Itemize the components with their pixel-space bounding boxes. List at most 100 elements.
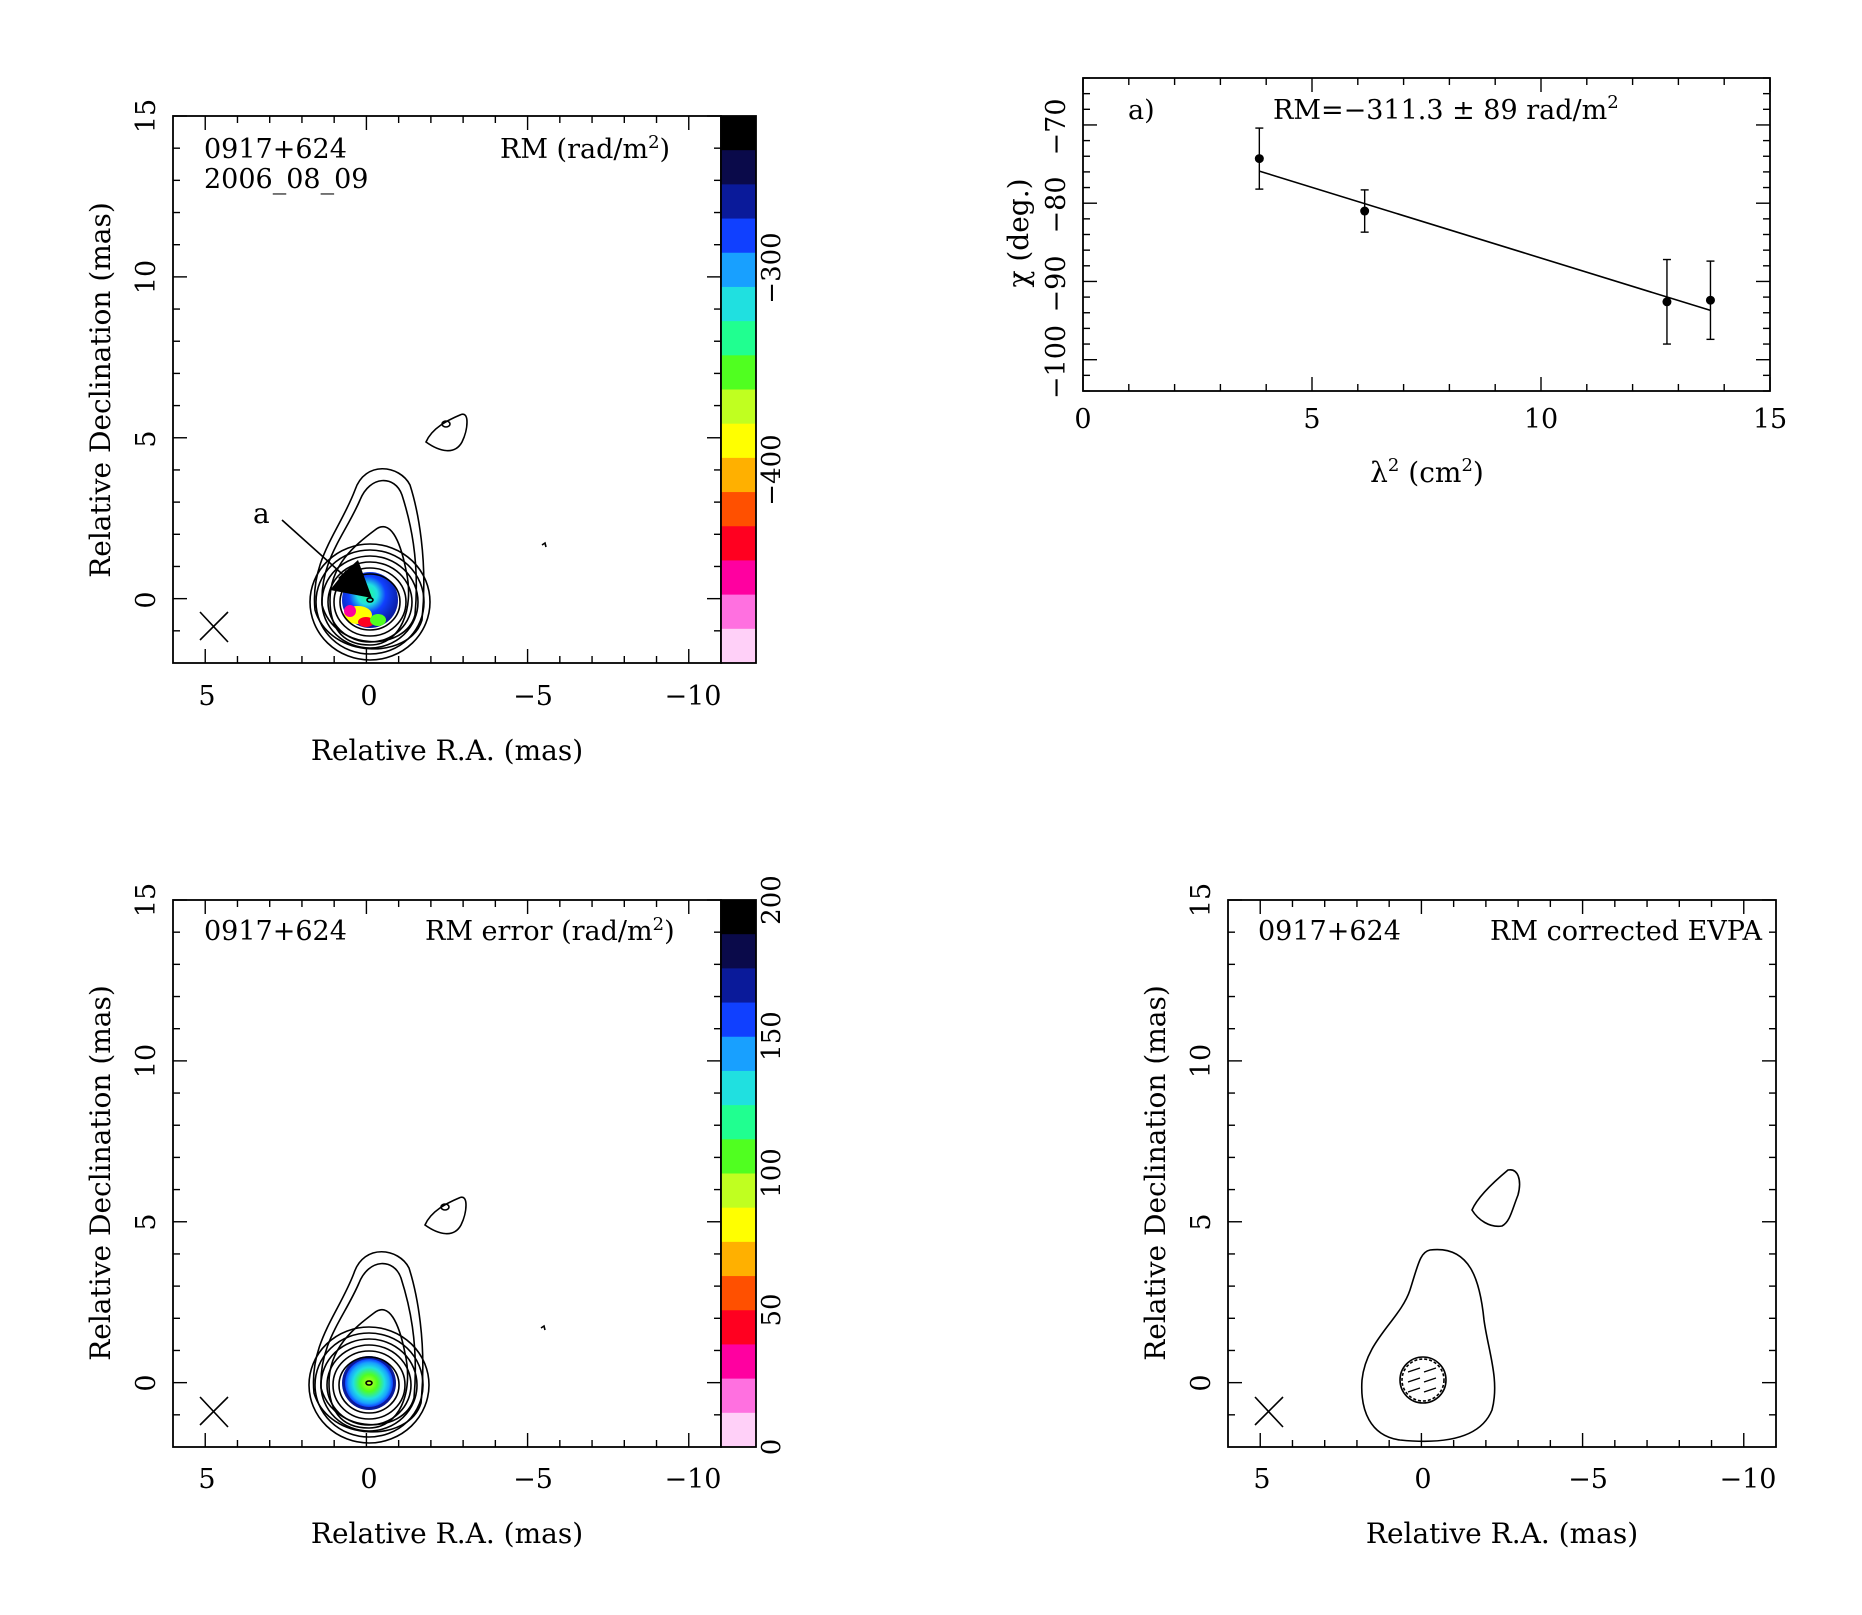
colorbar-segment xyxy=(721,560,756,596)
colorbar-segment xyxy=(721,1173,756,1209)
fit-xlabel: λ2 (cm2) xyxy=(1370,455,1484,489)
colorbar-segment xyxy=(721,321,756,356)
fit-ytick-m90: −90 xyxy=(1041,256,1072,313)
evpa-xtick-m10: −10 xyxy=(1720,1464,1777,1495)
colorbar-segment xyxy=(721,389,756,425)
evpa-source-name: 0917+624 xyxy=(1258,916,1401,947)
contour-core xyxy=(366,597,374,603)
rm-map-panel: a −300 −400 0917+624 2006_08_09 RM (rad/… xyxy=(84,99,787,767)
colorbar-segment xyxy=(721,492,756,527)
annotation-arrow-a xyxy=(281,519,372,598)
rm-xtick-0: 0 xyxy=(360,681,377,712)
fit-plot-panel: a) RM=−311.3 ± 89 rad/m2 0 5 10 15 −100 … xyxy=(1002,77,1787,489)
beam-cross-3 xyxy=(1254,1396,1284,1428)
fit-xtick-15: 15 xyxy=(1753,404,1787,435)
rm-error-color-patch xyxy=(342,1356,396,1410)
err-source-name: 0917+624 xyxy=(204,916,347,947)
rm-ytick-10: 10 xyxy=(131,260,162,294)
err-colorbar-tick-0: 0 xyxy=(757,1439,787,1456)
evpa-xtick-m5: −5 xyxy=(1568,1464,1608,1495)
rm-error-map-frame xyxy=(172,899,722,1448)
colorbar-segment xyxy=(721,1070,756,1106)
data-point xyxy=(1254,154,1264,164)
beam-cross xyxy=(199,611,229,643)
data-point xyxy=(1360,206,1370,216)
contour-outer xyxy=(312,1250,424,1433)
err-xtick-m10: −10 xyxy=(665,1464,722,1495)
evpa-map-ticks xyxy=(1228,899,1776,1447)
rm-xtick-m10: −10 xyxy=(665,681,722,712)
colorbar-segment xyxy=(721,150,756,185)
fit-xtick-5: 5 xyxy=(1303,404,1320,435)
err-xtick-m5: −5 xyxy=(513,1464,553,1495)
rm-colorbar-frame xyxy=(720,115,757,664)
fit-ytick-m80: −80 xyxy=(1041,177,1072,234)
colorbar-segment xyxy=(721,1105,756,1140)
fit-plot-ticks xyxy=(1082,77,1771,392)
colorbar-segment xyxy=(721,1378,756,1414)
fit-ylabel: χ (deg.) xyxy=(1002,178,1035,287)
err-ytick-10: 10 xyxy=(131,1044,162,1078)
evpa-ytick-5: 5 xyxy=(1186,1213,1217,1230)
colorbar-segment xyxy=(721,900,756,935)
evpa-ytick-10: 10 xyxy=(1186,1044,1217,1078)
contour-knot xyxy=(425,413,468,452)
rm-ytick-15: 15 xyxy=(131,99,162,133)
data-point xyxy=(1662,297,1672,307)
contour-knot-core xyxy=(441,420,451,428)
contour-core xyxy=(365,1380,373,1386)
err-ytick-15: 15 xyxy=(131,883,162,917)
err-xtick-0: 0 xyxy=(360,1464,377,1495)
err-xtick-5: 5 xyxy=(198,1464,215,1495)
contour-ring xyxy=(333,567,407,637)
colorbar-segment xyxy=(721,1310,756,1345)
colorbar-segment xyxy=(721,1036,756,1072)
evpa-ylabel: Relative Declination (mas) xyxy=(1139,985,1172,1361)
evpa-map-panel: 0917+624 RM corrected EVPA 5 0 −5 −10 0 … xyxy=(1139,883,1777,1550)
contour-speck xyxy=(540,1324,546,1331)
colorbar-segment xyxy=(721,934,756,969)
contour-outer xyxy=(329,525,410,646)
rm-source-name: 0917+624 xyxy=(204,134,347,165)
rm-map-ticks xyxy=(173,115,721,663)
contour-outer xyxy=(320,1262,417,1426)
err-ytick-5: 5 xyxy=(131,1213,162,1230)
rm-ytick-5: 5 xyxy=(131,430,162,447)
colorbar-segment xyxy=(721,457,756,493)
evpa-quantity-label: RM corrected EVPA xyxy=(1490,916,1762,947)
colorbar-segment xyxy=(721,1412,756,1448)
rm-ylabel: Relative Declination (mas) xyxy=(84,202,117,578)
evpa-vectors xyxy=(1407,1367,1437,1393)
colorbar-segment xyxy=(721,594,756,630)
contour-speck xyxy=(541,541,547,548)
contour-outer xyxy=(321,479,418,643)
rm-colorbar xyxy=(721,116,756,664)
err-colorbar-tick-200: 200 xyxy=(757,875,787,925)
err-quantity-label: RM error (rad/m2) xyxy=(425,914,675,947)
fit-line xyxy=(1259,170,1711,312)
rm-xlabel: Relative R.A. (mas) xyxy=(311,734,583,767)
err-colorbar-tick-50: 50 xyxy=(757,1293,787,1326)
evpa-ytick-0: 0 xyxy=(1186,1374,1217,1391)
rm-error-map-panel: 0 50 100 150 200 0917+624 RM error (rad/… xyxy=(84,875,787,1550)
fit-ytick-m70: −70 xyxy=(1041,99,1072,156)
contour-ring xyxy=(309,543,431,661)
contour-outer xyxy=(313,467,425,650)
fit-panel-label: a) xyxy=(1128,95,1155,126)
err-ylabel: Relative Declination (mas) xyxy=(84,985,117,1361)
rm-quantity-label: RM (rad/m2) xyxy=(500,132,670,165)
rm-error-colorbar-frame xyxy=(720,899,757,1448)
colorbar-segment xyxy=(721,218,756,254)
fit-xtick-10: 10 xyxy=(1524,404,1558,435)
colorbar-segment xyxy=(721,252,756,288)
evpa-xtick-5: 5 xyxy=(1253,1464,1270,1495)
colorbar-segment xyxy=(721,1276,756,1311)
err-ytick-0: 0 xyxy=(131,1374,162,1391)
contour-knot-core xyxy=(440,1203,450,1211)
evpa-contours xyxy=(1360,1169,1521,1443)
rm-date: 2006_08_09 xyxy=(204,164,368,195)
evpa-ytick-15: 15 xyxy=(1186,883,1217,917)
colorbar-segment xyxy=(721,1002,756,1038)
evpa-xlabel: Relative R.A. (mas) xyxy=(1366,1517,1638,1550)
